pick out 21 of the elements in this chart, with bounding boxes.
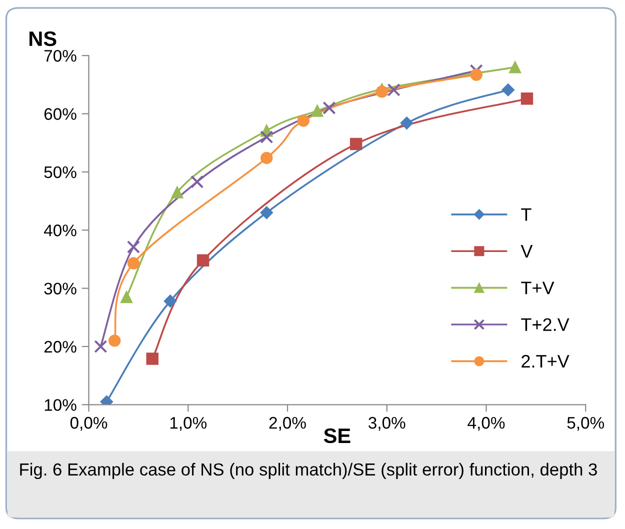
x-tick-label: 4,0% <box>468 416 505 431</box>
y-axis-title: NS <box>30 31 56 46</box>
x-axis-title: SE <box>324 428 350 444</box>
legend-label: T+V <box>521 282 554 294</box>
x-tick-label: 1,0% <box>170 416 207 431</box>
legend-label: T <box>521 208 532 221</box>
y-tick-label: 30% <box>44 282 76 295</box>
x-tick-label: 2,0% <box>269 416 306 431</box>
y-tick-label: 10% <box>44 399 76 411</box>
y-tick-label: 60% <box>44 108 76 120</box>
legend-label: V <box>520 245 533 258</box>
legend-label: 2.T+V <box>522 354 570 368</box>
caption: Fig. 6 Example case of NS (no split match)/SE (split error) function, depth 3 <box>20 462 597 480</box>
y-tick-label: 70% <box>44 50 76 62</box>
x-tick-label: 5,0% <box>567 416 604 431</box>
x-tick-label: 0,0% <box>70 416 108 431</box>
legend-label: T+2.V <box>521 318 570 331</box>
x-tick-label: 3,0% <box>368 416 406 431</box>
y-tick-label: 40% <box>44 224 76 236</box>
y-tick-label: 20% <box>44 340 76 353</box>
y-tick-label: 50% <box>44 166 76 178</box>
